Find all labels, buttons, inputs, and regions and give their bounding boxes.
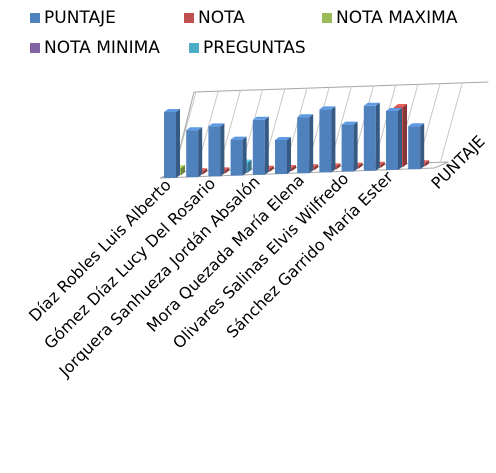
bar-side-face — [247, 159, 252, 173]
bar-puntaje — [297, 114, 314, 174]
bar-side-face — [358, 162, 363, 169]
legend-swatch-nota-minima — [30, 43, 40, 53]
bar-puntaje — [230, 136, 247, 176]
legend-label-nota-maxima: NOTA MAXIMA — [336, 8, 458, 28]
bar-side-face — [198, 127, 203, 178]
legend-item-puntaje: PUNTAJE — [30, 8, 116, 28]
bar-puntaje — [319, 106, 336, 173]
bar-side-face — [287, 137, 291, 174]
bar-front-face — [408, 126, 421, 170]
legend-swatch-preguntas — [189, 43, 199, 53]
legend-swatch-puntaje — [30, 13, 40, 23]
bar-side-face — [353, 121, 358, 172]
bar-top-face — [297, 114, 314, 118]
bar-side-face — [420, 123, 425, 170]
legend-label-nota: NOTA — [198, 8, 245, 28]
bar-front-face — [386, 111, 398, 170]
back-wall-edge-top — [193, 81, 489, 93]
bar-side-face — [331, 106, 336, 173]
legend-label-puntaje: PUNTAJE — [44, 8, 116, 28]
legend-item-nota-maxima: NOTA MAXIMA — [322, 8, 457, 28]
bar-side-face — [380, 161, 385, 168]
bar-side-face — [220, 123, 225, 177]
bar-top-face — [186, 127, 203, 131]
legend-swatch-nota-maxima — [322, 13, 332, 23]
legend-item-preguntas: PREGUNTAS — [189, 38, 306, 58]
bar-side-face — [425, 160, 430, 167]
bar-front-face — [297, 117, 310, 174]
bar-front-face — [230, 139, 243, 176]
bar-side-face — [336, 163, 341, 170]
bar-puntaje — [386, 108, 402, 170]
bar-top-face — [230, 136, 247, 140]
bar-top-face — [275, 137, 291, 140]
bar-front-face — [186, 130, 199, 178]
bar-side-face — [225, 167, 230, 174]
bar-front-face — [363, 105, 376, 171]
bar-side-face — [203, 168, 208, 175]
bar-side-face — [309, 114, 314, 174]
legend-label-nota-minima: NOTA MINIMA — [44, 38, 160, 58]
bar-side-face — [398, 108, 402, 170]
bar-puntaje — [275, 137, 291, 174]
bar-front-face — [275, 140, 287, 174]
bar-puntaje — [408, 123, 425, 170]
bar-top-face — [341, 121, 358, 125]
legend-item-nota-minima: NOTA MINIMA — [30, 38, 160, 58]
bar-front-face — [252, 119, 265, 175]
bar-top-face — [394, 104, 407, 107]
legend-item-nota: NOTA — [184, 8, 245, 28]
bar-front-face — [341, 124, 354, 172]
bar-front-face — [319, 109, 332, 173]
bar-top-face — [208, 123, 225, 127]
bar-side-face — [176, 109, 180, 178]
bar-puntaje — [208, 123, 225, 177]
bar-top-face — [386, 108, 402, 111]
chart-legend: PUNTAJE NOTA NOTA MAXIMA NOTA MINIMA PRE… — [0, 0, 496, 70]
legend-label-preguntas: PREGUNTAS — [203, 38, 306, 58]
bar-top-face — [363, 102, 380, 106]
bar-puntaje — [164, 109, 180, 178]
bar-puntaje — [341, 121, 358, 172]
bar-puntaje — [186, 127, 203, 178]
back-wall-gridline — [439, 82, 463, 163]
bar-side-face — [292, 165, 296, 171]
bar-side-face — [403, 104, 407, 167]
bar-top-face — [408, 123, 425, 127]
bar-puntaje — [252, 116, 269, 175]
bar-side-face — [269, 165, 274, 172]
bar-top-face — [164, 109, 180, 112]
legend-swatch-nota — [184, 13, 194, 23]
bar-side-face — [314, 164, 319, 171]
bar-top-face — [319, 106, 336, 110]
bar-side-face — [181, 165, 185, 175]
bar-side-face — [375, 102, 380, 171]
bar-puntaje — [363, 102, 380, 171]
bar-side-face — [264, 116, 269, 175]
bar-top-face — [252, 116, 269, 120]
bar-side-face — [242, 136, 247, 176]
bar-front-face — [208, 126, 221, 177]
chart-bars — [164, 102, 430, 178]
bar-front-face — [164, 112, 176, 178]
